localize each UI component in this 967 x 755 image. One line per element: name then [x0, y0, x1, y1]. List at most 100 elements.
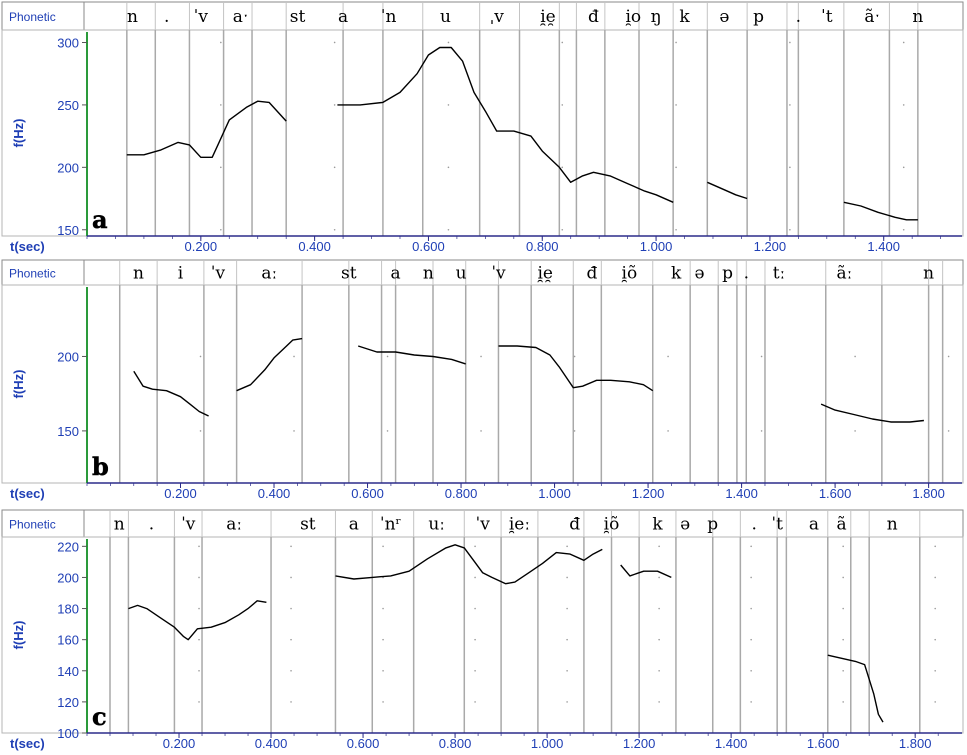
x-tick-label: 0.600	[412, 239, 445, 254]
grid-dot	[290, 545, 292, 548]
grid-dot	[199, 355, 202, 358]
phone-label: ˈnʳ	[380, 515, 402, 535]
grid-dot	[198, 701, 200, 703]
phone-label: .	[744, 264, 749, 284]
phone-label: ˈv	[194, 7, 209, 27]
grid-dot	[842, 638, 844, 641]
grid-dot	[760, 355, 763, 358]
phone-label: st	[341, 264, 357, 284]
grid-dot	[789, 166, 791, 169]
grid-dot	[854, 355, 856, 358]
grid-dot	[198, 576, 200, 579]
y-tick-label: 180	[57, 602, 79, 617]
grid-dot	[842, 576, 844, 579]
phone-label: ˈv	[491, 264, 506, 284]
y-tick-label: 150	[57, 223, 79, 238]
grid-dot	[934, 669, 936, 672]
grid-dot	[675, 228, 677, 231]
y-axis-label: f(Hz)	[11, 370, 26, 399]
phonetic-row-label: Phonetic	[9, 267, 56, 281]
phone-label: aː	[261, 264, 277, 284]
x-tick-label: 1.800	[912, 486, 945, 501]
phone-label: i̯õ	[622, 264, 638, 284]
grid-dot	[934, 701, 936, 703]
phone-label: n	[887, 515, 898, 535]
grid-dot	[199, 430, 202, 432]
phone-label: p	[753, 7, 764, 27]
grid-dot	[447, 228, 450, 231]
y-tick-label: 160	[57, 633, 79, 648]
grid-dot	[290, 701, 292, 703]
y-axis-label: f(Hz)	[11, 621, 26, 650]
y-tick-label: 250	[57, 98, 79, 113]
grid-dot	[750, 607, 752, 610]
y-tick-label: 220	[57, 539, 79, 554]
y-tick-label: 150	[57, 424, 79, 439]
phone-label: .	[149, 515, 154, 535]
phone-label: ˈt	[821, 7, 833, 27]
phone-label: tː	[773, 264, 786, 284]
grid-dot	[447, 104, 450, 106]
grid-dot	[220, 228, 222, 231]
x-tick-label: 1.000	[531, 736, 564, 751]
grid-dot	[333, 41, 336, 44]
y-tick-label: 200	[57, 349, 79, 364]
grid-dot	[658, 545, 660, 548]
grid-dot	[750, 638, 752, 641]
grid-dot	[934, 545, 936, 548]
grid-dot	[561, 104, 564, 106]
phone-label: k	[671, 264, 682, 284]
pitch-contour	[236, 337, 303, 392]
phone-label: ˈv	[211, 264, 226, 284]
phone-label: ə	[719, 7, 729, 27]
y-tick-label: 300	[57, 35, 79, 50]
phone-label: a	[338, 7, 348, 27]
x-tick-label: 1.200	[623, 736, 656, 751]
y-tick-label: 140	[57, 664, 79, 679]
grid-dot	[382, 607, 384, 610]
x-axis-label: t(sec)	[10, 736, 45, 751]
phone-label: ˈv	[181, 515, 196, 535]
panel-letter: b	[92, 452, 109, 481]
grid-dot	[333, 166, 336, 169]
phone-label: i̯e̯	[540, 7, 556, 27]
x-tick-label: 1.600	[807, 736, 840, 751]
grid-dot	[566, 701, 568, 703]
y-tick-label: 100	[57, 726, 79, 741]
grid-dot	[290, 576, 292, 579]
grid-dot	[842, 701, 844, 703]
grid-dot	[561, 228, 564, 231]
pitch-contour	[133, 370, 209, 417]
grid-dot	[198, 669, 200, 672]
grid-dot	[220, 166, 222, 169]
phone-label: .	[796, 7, 801, 27]
x-tick-label: 0.800	[526, 239, 559, 254]
pitch-contour	[620, 564, 672, 579]
grid-dot	[842, 545, 844, 548]
grid-dot	[947, 430, 950, 432]
pitch-contour	[827, 654, 884, 723]
pitch-contour	[128, 600, 267, 641]
phone-label: đ	[587, 264, 598, 284]
grid-dot	[842, 669, 844, 672]
phone-label: ŋ	[651, 7, 662, 27]
x-tick-label: 0.200	[185, 239, 218, 254]
grid-dot	[675, 166, 677, 169]
phone-label: a	[349, 515, 359, 535]
phonetic-row	[1, 509, 964, 538]
grid-dot	[573, 430, 576, 432]
grid-dot	[750, 669, 752, 672]
phone-label: ˈn	[381, 7, 397, 27]
grid-dot	[667, 430, 669, 432]
phone-label: ˈt	[771, 515, 783, 535]
phone-label: uː	[428, 515, 445, 535]
phone-label: .	[164, 7, 169, 27]
phone-label: ˈv	[476, 515, 491, 535]
y-tick-label: 200	[57, 570, 79, 585]
plot-area	[1, 29, 964, 237]
phone-label: i	[178, 264, 184, 284]
x-tick-label: 0.800	[439, 736, 472, 751]
y-tick-label: 120	[57, 695, 79, 710]
